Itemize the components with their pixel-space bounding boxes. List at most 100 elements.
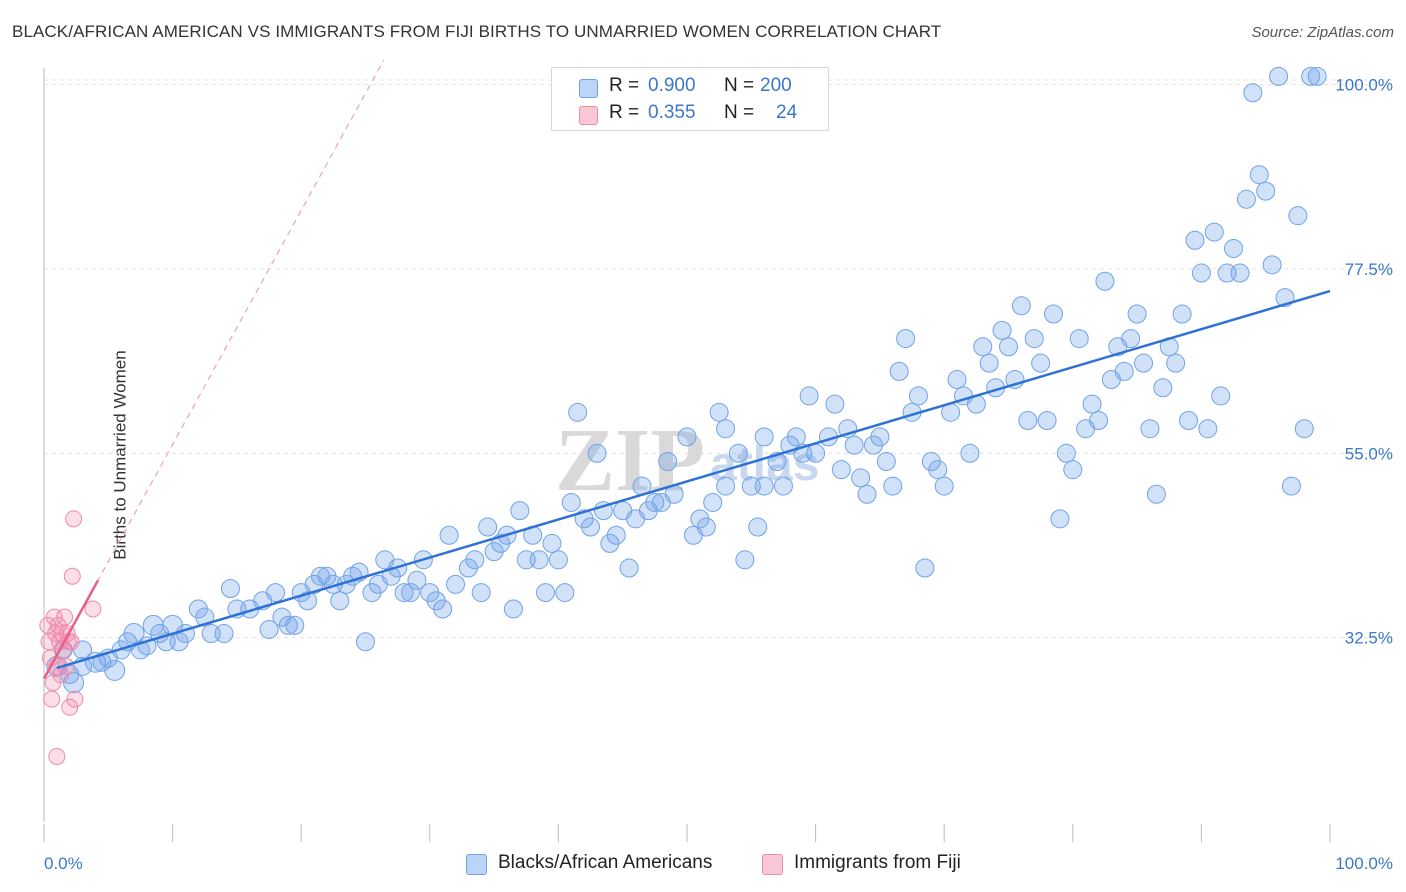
data-point-blacks: [1211, 386, 1231, 406]
data-point-blacks: [1166, 353, 1186, 373]
data-point-fiji: [63, 567, 81, 585]
data-point-blacks: [1089, 411, 1109, 431]
chart-source: Source: ZipAtlas.com: [1251, 24, 1394, 41]
grid-lines: [44, 79, 1392, 639]
data-point-blacks: [825, 394, 845, 414]
data-point-fiji: [48, 747, 66, 765]
data-point-blacks: [1114, 361, 1134, 381]
data-point-blacks: [928, 460, 948, 480]
bottom-legend-label-fiji: Immigrants from Fiji: [794, 852, 961, 873]
legend-swatch-pink: [579, 106, 598, 125]
chart-title: BLACK/AFRICAN AMERICAN VS IMMIGRANTS FRO…: [12, 22, 942, 41]
series-immigrants-from-fiji: [39, 510, 102, 765]
data-point-blacks: [1269, 66, 1289, 86]
data-point-blacks: [587, 443, 607, 463]
legend-n-label: N =: [724, 75, 755, 96]
data-point-blacks: [1256, 181, 1276, 201]
data-point-blacks: [1134, 353, 1154, 373]
legend-r-label: R =: [609, 102, 640, 123]
x-tick-label: 100.0%: [1335, 854, 1393, 873]
data-point-blacks: [568, 402, 588, 422]
data-point-blacks: [947, 370, 967, 390]
data-point-blacks: [773, 476, 793, 496]
data-point-blacks: [709, 402, 729, 422]
data-point-blacks: [1301, 66, 1321, 86]
data-point-blacks: [754, 476, 774, 496]
data-point-blacks: [265, 583, 285, 603]
data-point-fiji: [43, 690, 61, 708]
data-point-blacks: [806, 443, 826, 463]
data-point-blacks: [908, 386, 928, 406]
data-point-blacks: [851, 468, 871, 488]
data-point-blacks: [1063, 460, 1083, 480]
data-point-blacks: [748, 517, 768, 537]
data-point-blacks: [1011, 296, 1031, 316]
data-point-blacks: [703, 492, 723, 512]
y-tick-label: 32.5%: [1345, 629, 1393, 648]
trend-lines: [42, 59, 1331, 680]
data-point-blacks: [1121, 329, 1141, 349]
data-point-blacks: [619, 558, 639, 578]
data-point-blacks: [979, 353, 999, 373]
data-point-blacks: [401, 583, 421, 603]
data-point-blacks: [1095, 271, 1115, 291]
data-point-blacks: [1204, 222, 1224, 242]
y-tick-label: 100.0%: [1335, 76, 1393, 95]
data-point-blacks: [1230, 263, 1250, 283]
data-point-blacks: [1153, 378, 1173, 398]
data-point-blacks: [1179, 411, 1199, 431]
data-point-blacks: [960, 443, 980, 463]
data-point-blacks: [330, 591, 350, 611]
legend-r-label: R =: [609, 75, 640, 96]
data-point-blacks: [1140, 419, 1160, 439]
data-point-blacks: [356, 632, 375, 652]
data-point-blacks: [606, 525, 626, 545]
data-point-blacks: [1050, 509, 1070, 529]
trend-line-fiji-extension: [43, 59, 385, 679]
data-point-blacks: [1082, 394, 1102, 414]
data-point-fiji: [65, 510, 83, 528]
data-point-blacks: [1288, 206, 1308, 226]
data-point-blacks: [844, 435, 864, 455]
data-point-blacks: [883, 476, 903, 496]
data-point-blacks: [999, 337, 1018, 357]
data-point-blacks: [1024, 329, 1044, 349]
data-point-fiji: [56, 608, 74, 626]
legend-r-value: 0.900: [648, 75, 696, 96]
data-point-blacks: [831, 460, 851, 480]
data-point-blacks: [548, 550, 568, 570]
data-point-blacks: [857, 484, 877, 504]
data-point-blacks: [465, 550, 485, 570]
data-point-blacks: [471, 583, 491, 603]
data-point-blacks: [503, 599, 523, 619]
data-point-blacks: [536, 583, 556, 603]
data-point-blacks: [1224, 238, 1244, 258]
data-point-blacks: [799, 386, 819, 406]
data-point-blacks: [259, 619, 279, 639]
data-point-blacks: [137, 636, 157, 656]
y-tick-label: 55.0%: [1345, 444, 1393, 463]
legend: R = 0.900 N = 200 R = 0.355 N = 24: [551, 67, 829, 131]
data-point-blacks: [889, 361, 909, 381]
x-tick-label: 0.0%: [44, 854, 83, 873]
data-point-blacks: [542, 533, 562, 553]
data-point-blacks: [529, 550, 549, 570]
data-point-blacks: [1262, 255, 1282, 275]
data-point-blacks: [561, 492, 581, 512]
data-point-blacks: [716, 419, 736, 439]
legend-n-label: N =: [724, 102, 755, 123]
data-point-blacks: [1056, 443, 1076, 463]
data-point-blacks: [754, 427, 774, 447]
tick-labels: 32.5% 55.0% 77.5% 100.0% 0.0% 100.0%: [44, 76, 1393, 873]
data-point-blacks: [1236, 189, 1256, 209]
bottom-legend-swatch-pink: [762, 854, 783, 875]
data-point-blacks: [973, 337, 993, 357]
data-point-blacks: [1281, 476, 1301, 496]
data-point-blacks: [1018, 411, 1038, 431]
data-point-blacks: [278, 615, 298, 635]
trend-line-blacks: [56, 289, 1331, 670]
data-point-blacks: [1294, 419, 1314, 439]
data-point-blacks: [1037, 411, 1057, 431]
bottom-legend-label-blacks: Blacks/African Americans: [498, 852, 713, 873]
